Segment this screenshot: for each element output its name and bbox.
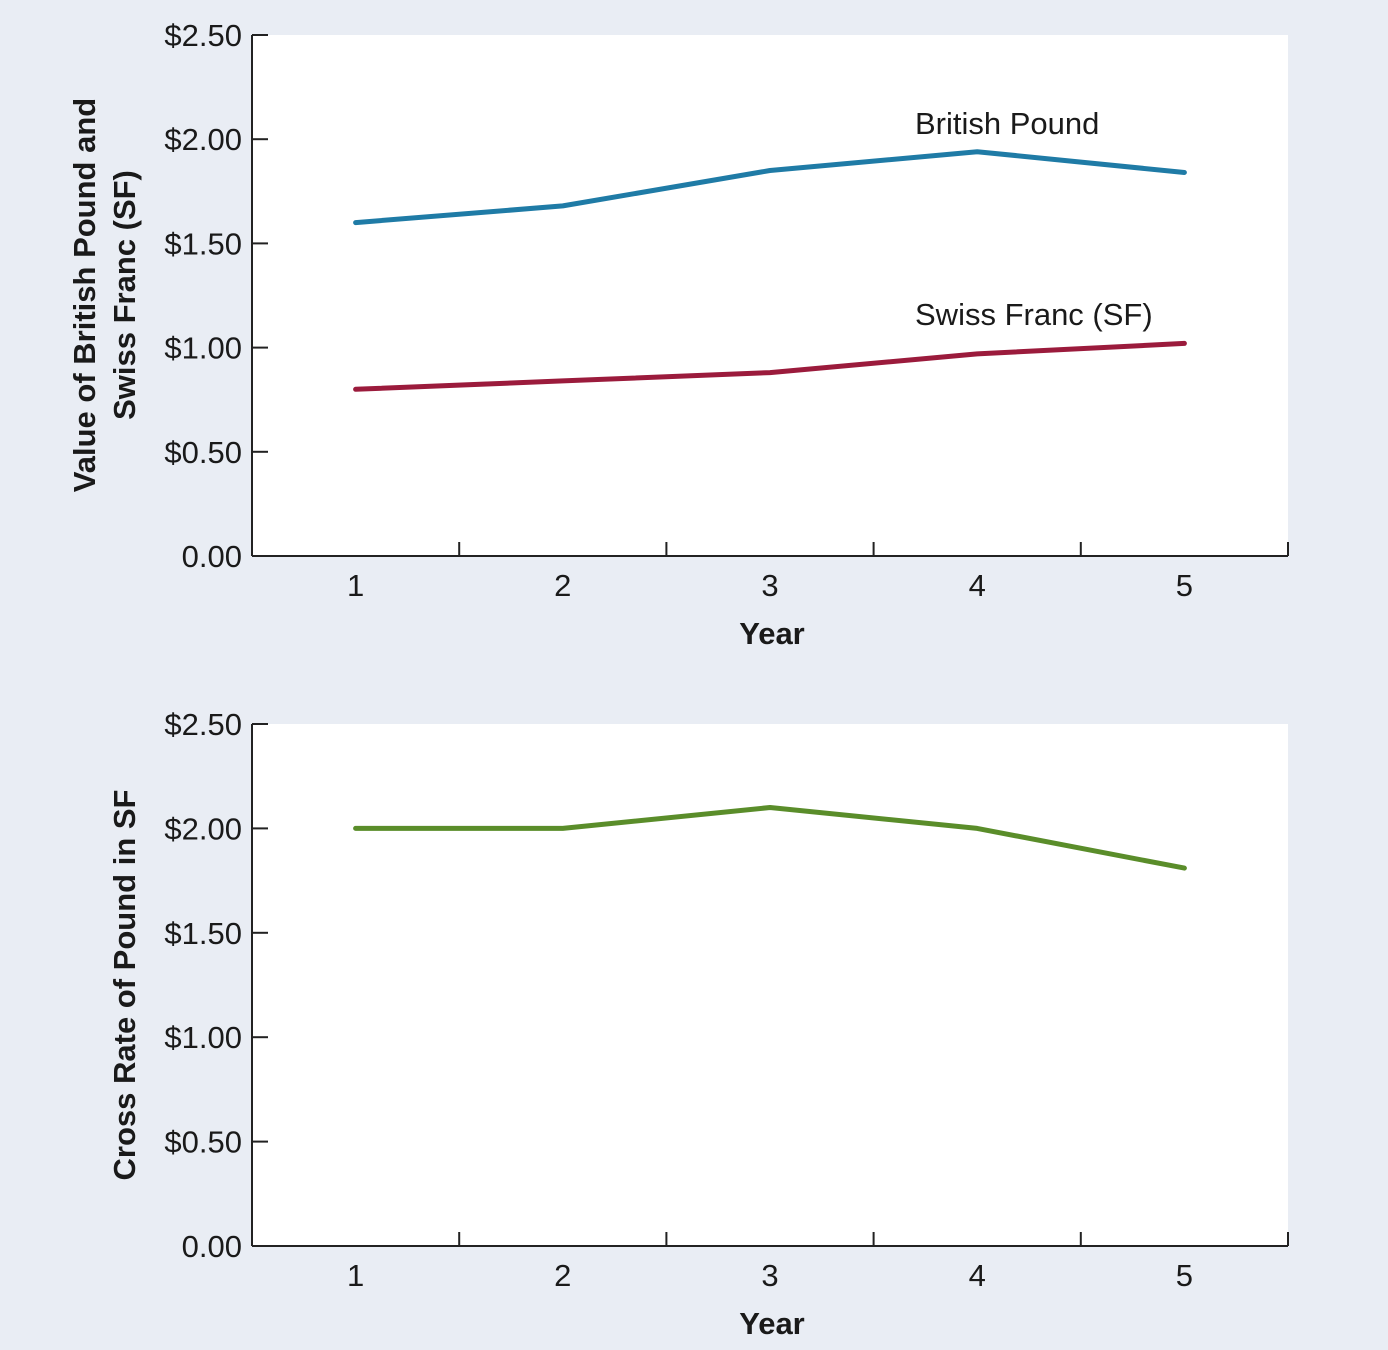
y-tick-label: $2.50 bbox=[164, 18, 242, 53]
x-tick-label: 1 bbox=[347, 568, 364, 603]
y-tick-label: $1.50 bbox=[164, 916, 242, 951]
y-tick-label: 0.00 bbox=[182, 539, 242, 574]
chart-panel-1: 0.00 $0.50 $1.00 $1.50 $2.00 $2.50 1 2 3 4 5 Year Va… bbox=[67, 18, 1289, 651]
x-tick-label: 2 bbox=[554, 1258, 571, 1293]
x-tick-label: 2 bbox=[554, 568, 571, 603]
x-axis-title: Year bbox=[739, 616, 805, 651]
y-axis-title-line-2: Swiss Franc (SF) bbox=[107, 170, 142, 420]
x-tick-label: 5 bbox=[1176, 568, 1193, 603]
y-axis-title-line-1: Cross Rate of Pound in SF bbox=[107, 790, 142, 1181]
plot-area bbox=[252, 35, 1288, 556]
series-line-swiss-franc-sf bbox=[353, 340, 1187, 392]
y-tick-label: $1.00 bbox=[164, 1020, 242, 1055]
series-label: Swiss Franc (SF) bbox=[915, 297, 1153, 332]
y-tick-label: $2.00 bbox=[164, 122, 242, 157]
y-tick-label: $2.50 bbox=[164, 707, 242, 742]
y-tick-label: 0.00 bbox=[182, 1229, 242, 1264]
series-line-british-pound bbox=[353, 149, 1187, 226]
x-tick-label: 1 bbox=[347, 1258, 364, 1293]
y-axis-title-line-1: Value of British Pound and bbox=[67, 98, 102, 492]
x-tick-label: 3 bbox=[761, 1258, 778, 1293]
chart-panel-2: 0.00 $0.50 $1.00 $1.50 $2.00 $2.50 1 2 3 4 5 Year Cr… bbox=[107, 707, 1289, 1341]
x-axis-title: Year bbox=[739, 1306, 805, 1341]
y-tick-label: $2.00 bbox=[164, 811, 242, 846]
y-tick-label: $0.50 bbox=[164, 435, 242, 470]
series-label: British Pound bbox=[915, 106, 1099, 141]
plot-area bbox=[252, 724, 1288, 1246]
x-tick-label: 4 bbox=[969, 568, 986, 603]
x-tick-label: 4 bbox=[969, 1258, 986, 1293]
series-line-cross-rate bbox=[353, 805, 1187, 871]
x-tick-label: 3 bbox=[761, 568, 778, 603]
x-tick-label: 5 bbox=[1176, 1258, 1193, 1293]
y-tick-label: $1.50 bbox=[164, 226, 242, 261]
y-tick-label: $1.00 bbox=[164, 331, 242, 366]
y-tick-label: $0.50 bbox=[164, 1125, 242, 1160]
